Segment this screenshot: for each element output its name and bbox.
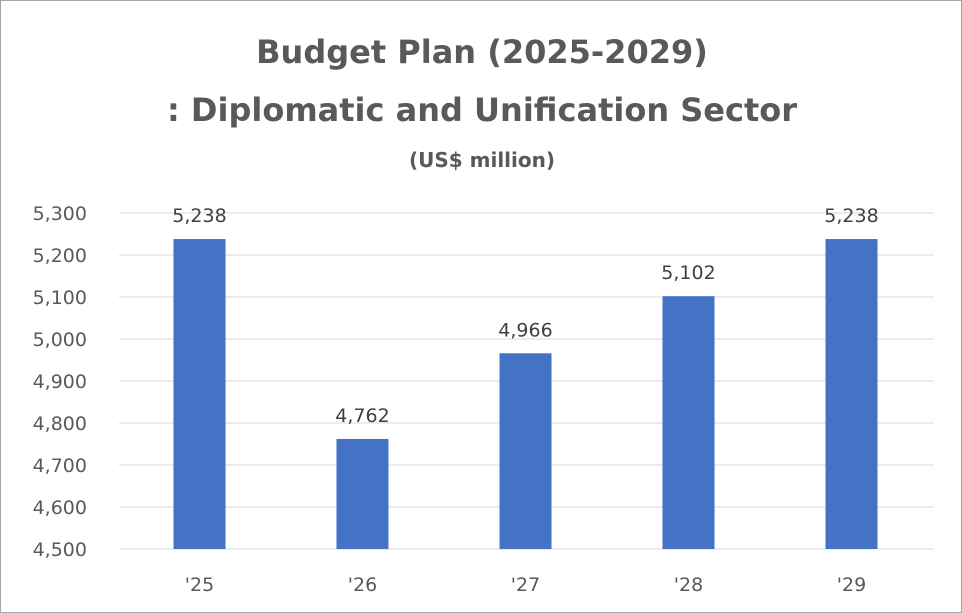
x-category-label: '26 [348,574,377,596]
y-tick-label: 5,000 [33,329,87,351]
bar-data-label: 4,762 [335,405,389,427]
bars [173,239,878,550]
y-axis-tick-labels: 4,500 4,600 4,700 4,800 4,900 5,000 5,100 5,200… [33,203,87,561]
bar [825,239,878,550]
x-category-label: '29 [837,574,866,596]
y-tick-label: 5,100 [33,287,87,309]
bar [662,296,715,549]
chart-unit-label: (US$ million) [408,148,556,172]
x-category-label: '28 [674,574,703,596]
x-category-label: '27 [511,574,540,596]
x-axis-category-labels: '25 '26 '27 '28 '29 [185,574,866,596]
y-tick-label: 4,800 [33,413,87,435]
bar-data-label: 5,238 [172,205,226,227]
bar-data-label: 5,102 [661,262,715,284]
chart-subtitle: : Diplomatic and Unification Sector [166,91,798,129]
x-category-label: '25 [185,574,214,596]
y-tick-label: 4,600 [33,497,87,519]
bar-data-label: 4,966 [498,319,552,341]
y-tick-label: 4,900 [33,371,87,393]
bar [173,239,226,550]
y-tick-label: 5,200 [33,245,87,267]
y-tick-label: 4,500 [33,539,87,561]
chart-title: Budget Plan (2025-2029) [256,33,708,71]
bar [336,438,389,549]
bar [499,353,552,549]
data-labels: 5,238 4,762 4,966 5,102 5,238 [172,205,878,427]
y-tick-label: 5,300 [33,203,87,225]
bar-data-label: 5,238 [824,205,878,227]
y-tick-label: 4,700 [33,455,87,477]
